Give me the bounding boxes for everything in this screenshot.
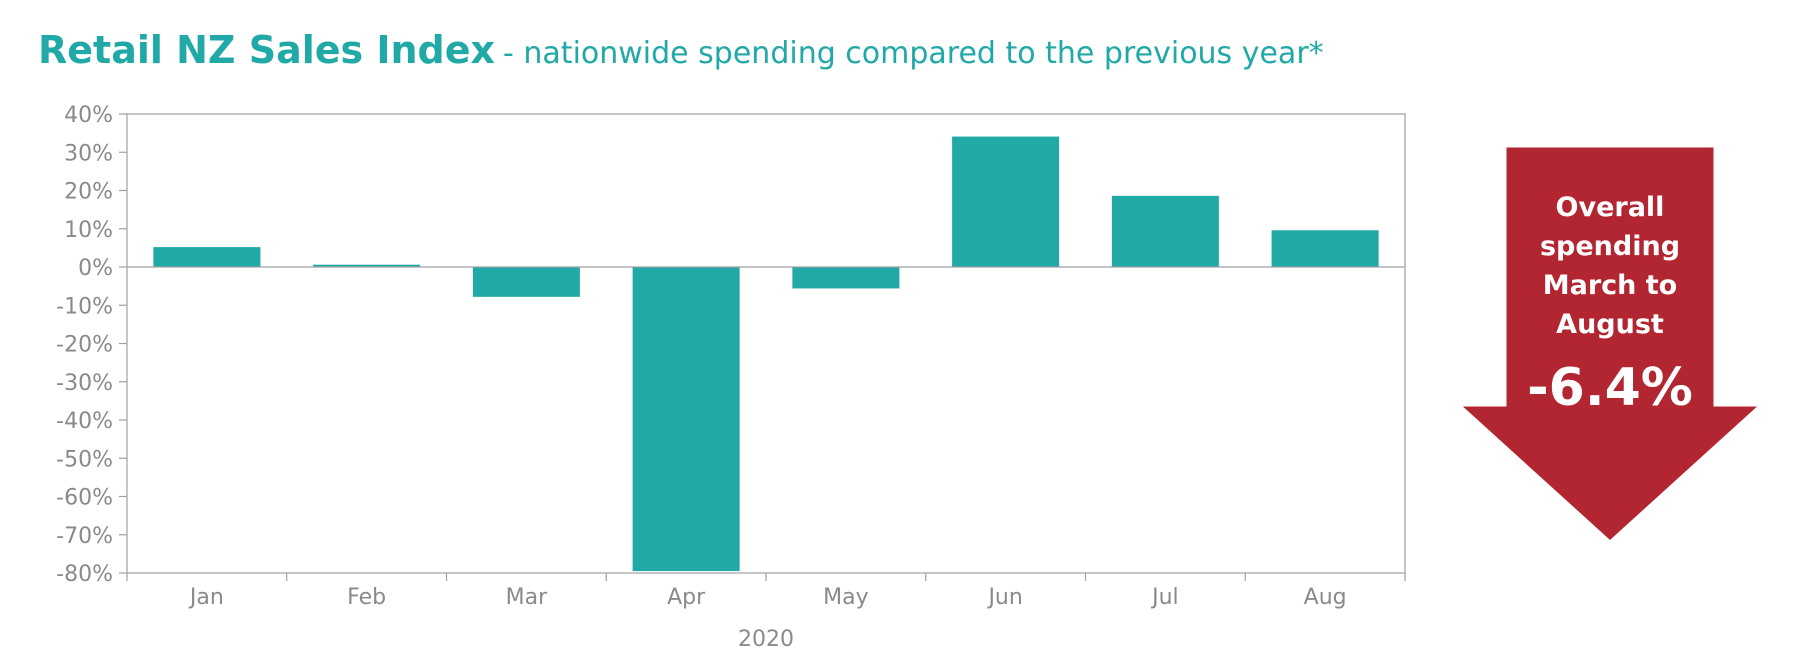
x-tick-label: May: [823, 585, 868, 610]
x-tick-label: Apr: [667, 585, 706, 610]
chart-title-main: Retail NZ Sales Index: [38, 28, 496, 72]
x-axis-title: 2020: [738, 627, 794, 652]
y-tick-label: -30%: [56, 371, 113, 396]
y-tick-label: -40%: [56, 409, 113, 434]
bar: [952, 136, 1060, 267]
callout-label-line: Overall: [1555, 192, 1665, 223]
y-tick-label: 20%: [64, 180, 113, 205]
y-tick-label: -60%: [56, 486, 113, 511]
y-tick-label: -80%: [56, 562, 113, 587]
callout-label-line: August: [1556, 309, 1664, 340]
bar: [1111, 195, 1219, 267]
y-tick-label: 0%: [78, 256, 113, 281]
x-tick-label: Aug: [1304, 585, 1347, 610]
callout-label: Overall spending March to August: [1515, 188, 1705, 344]
y-tick-label: 30%: [64, 141, 113, 166]
y-tick-label: -50%: [56, 447, 113, 472]
down-arrow-icon: [1455, 144, 1765, 544]
chart-title: Retail NZ Sales Index - nationwide spendi…: [38, 28, 1324, 72]
y-tick-label: -10%: [56, 294, 113, 319]
callout-label-line: March to: [1542, 270, 1678, 301]
y-tick-label: -20%: [56, 333, 113, 358]
x-tick-label: Mar: [506, 585, 548, 610]
y-tick-label: 10%: [64, 218, 113, 243]
bar: [1271, 230, 1379, 267]
y-tick-label: -70%: [56, 524, 113, 549]
x-tick-label: Jun: [986, 585, 1022, 610]
overall-spending-callout: Overall spending March to August -6.4%: [1455, 144, 1765, 544]
y-tick-label: 40%: [64, 103, 113, 128]
bar: [472, 267, 580, 297]
chart-title-subtitle: - nationwide spending compared to the pr…: [503, 36, 1324, 71]
bar: [313, 264, 421, 267]
bar: [153, 247, 261, 267]
x-tick-label: Feb: [347, 585, 386, 610]
bar: [632, 267, 740, 572]
callout-label-line: spending: [1539, 231, 1681, 262]
x-tick-label: Jan: [188, 585, 224, 610]
plot-area-frame: [126, 113, 1406, 574]
callout-value: -6.4%: [1527, 358, 1693, 418]
x-tick-label: Jul: [1150, 585, 1179, 610]
bar: [792, 267, 900, 289]
